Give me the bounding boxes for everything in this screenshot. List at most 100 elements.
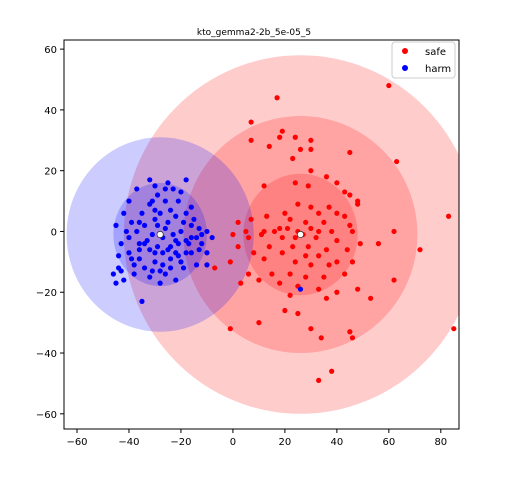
harm-point [126,198,132,204]
harm-point [149,268,155,274]
harm-point [196,247,202,253]
y-tick-label: −60 [36,410,57,421]
safe-point [375,241,382,247]
harm-point [183,177,189,183]
safe-point [292,180,298,186]
harm-point [113,222,119,228]
harm-point [113,280,119,286]
harm-point [162,198,168,204]
harm-point [204,250,210,256]
safe-point [248,216,254,222]
x-tick-label: 60 [382,437,395,448]
harm-point [157,210,163,216]
harm-point [128,219,135,225]
safe-point [308,262,314,268]
harm-point [162,271,168,277]
harm-point [165,247,171,253]
safe-point [243,228,249,235]
safe-point [347,192,353,198]
harm-point [180,265,187,271]
safe-point [303,274,309,280]
safe-point [391,228,397,235]
harm-point [191,216,197,222]
safe-point [230,231,236,238]
harm-point [173,213,179,219]
harm-point [183,250,189,256]
safe-point [329,228,335,235]
safe-point [245,271,252,277]
safe-point [323,295,330,301]
safe-point [290,244,296,250]
safe-point [446,213,452,219]
harm-point [183,210,189,216]
harm-point [126,250,132,256]
y-tick-label: 40 [44,106,57,117]
safe-point [256,320,262,326]
harm-point [165,219,171,225]
safe-point [264,213,270,219]
safe-point [342,189,348,195]
safe-point [282,210,288,216]
harm-point [139,210,145,216]
harm-point [167,265,174,271]
safe-point [279,250,285,256]
harm-point [115,253,122,259]
safe-point [323,247,330,253]
density-ellipses [66,55,459,414]
harm-point [204,262,210,268]
safe-point [308,326,314,332]
safe-ellipse-0 [123,55,459,414]
safe-point [271,228,278,235]
x-tick-label: −40 [118,437,139,448]
safe-point [251,250,257,256]
safe-point [261,183,267,189]
y-tick-label: −20 [36,288,57,299]
harm-point [131,271,137,277]
harm-point [149,231,155,238]
harm-point [199,241,205,247]
harm-point [180,219,187,225]
safe-point [386,82,392,89]
safe-point [321,274,327,280]
harm-point [139,298,145,304]
x-tick-label: −60 [66,437,87,448]
safe-point [342,213,348,219]
safe-point [321,219,327,225]
safe-point [368,295,374,301]
safe-point [303,219,309,225]
harm-point [149,198,155,204]
safe-point [295,310,301,317]
safe-point [308,168,314,174]
safe-point [308,204,314,210]
safe-point [313,234,319,241]
harm-point [123,228,129,235]
harm-point [297,286,304,292]
harm-point [196,225,202,232]
safe-point [391,277,397,283]
harm-point [178,189,184,195]
safe-point [316,286,322,292]
safe-point [279,128,285,134]
harm-point [110,271,116,277]
harm-point [154,244,161,250]
safe-point [305,183,311,189]
chart-title: kto_gemma2-2b_5e-05_5 [197,28,311,38]
harm-point [152,207,158,213]
safe-point [357,241,363,247]
x-tick-label: 0 [230,437,236,448]
safe-point [212,265,218,271]
safe-point [227,326,233,332]
legend-label-safe: safe [425,47,446,58]
safe-point [248,137,254,143]
safe-point [261,256,267,262]
harm-point [157,280,163,286]
harm-point [170,186,176,192]
y-axis-ticks: −60 −40 −20 0 20 40 60 [36,45,64,421]
harm-point [188,250,194,256]
harm-point [178,228,184,235]
harm-point [152,216,158,222]
safe-point [256,277,262,283]
legend: safe harm [391,41,456,79]
safe-point [292,259,298,265]
